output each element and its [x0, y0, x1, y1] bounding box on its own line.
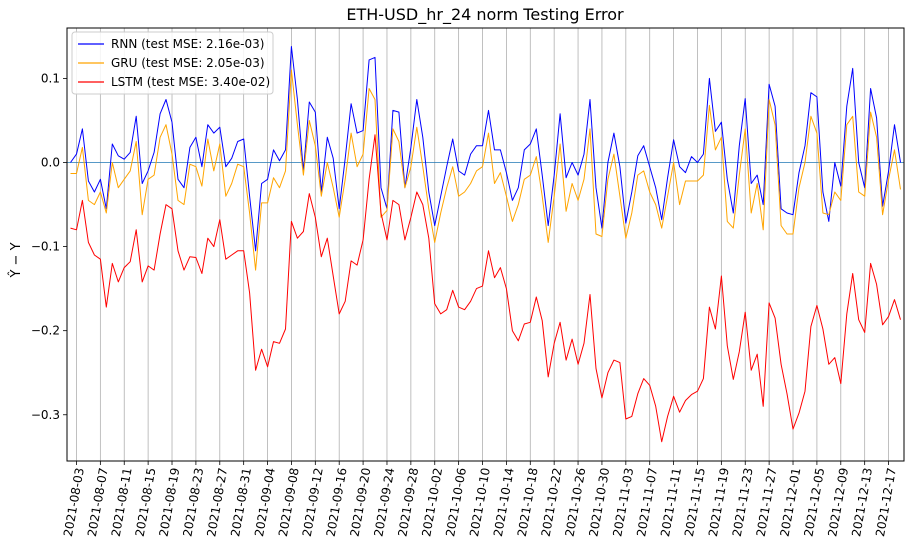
x-tick-label: 2021-10-02: [419, 467, 445, 538]
series-line-rnn: [70, 46, 901, 252]
x-tick-label: 2021-12-17: [873, 467, 899, 538]
series-lines: [70, 46, 901, 443]
x-tick-label: 2021-10-26: [563, 467, 589, 538]
legend-entry: LSTM (test MSE: 3.40e-02): [111, 75, 270, 89]
x-tick-label: 2021-10-14: [491, 467, 517, 538]
x-tick-label: 2021-11-11: [658, 467, 684, 538]
x-tick-label: 2021-09-24: [371, 467, 397, 538]
x-tick-label: 2021-10-30: [586, 467, 612, 538]
plot-frame: [66, 27, 905, 462]
chart-title: ETH-USD_hr_24 norm Testing Error: [346, 5, 624, 25]
y-axis-label: Ŷ − Y: [8, 242, 24, 278]
x-tick-label: 2021-11-03: [610, 467, 636, 538]
legend: RNN (test MSE: 2.16e-03) GRU (test MSE: 2…: [71, 31, 274, 95]
y-tick-label: −0.3: [31, 408, 60, 422]
x-tick-label: 2021-11-07: [634, 467, 660, 538]
x-tick-label: 2021-09-08: [276, 467, 302, 538]
x-tick-label: 2021-12-13: [849, 467, 875, 538]
x-tick-label: 2021-12-05: [801, 467, 827, 538]
x-tick-label: 2021-12-01: [778, 467, 804, 538]
x-tick-label: 2021-08-07: [85, 467, 111, 538]
x-tick-label: 2021-08-03: [61, 467, 87, 538]
x-tick-label: 2021-09-16: [324, 467, 350, 538]
x-tick-label: 2021-08-27: [204, 467, 230, 538]
x-tick-label: 2021-10-22: [539, 467, 565, 538]
x-tick-label: 2021-09-04: [252, 467, 278, 538]
x-tick-label: 2021-11-23: [730, 467, 756, 538]
legend-entry: GRU (test MSE: 2.05e-03): [111, 56, 265, 70]
grid-lines: [76, 28, 889, 461]
x-tick-label: 2021-11-15: [682, 467, 708, 538]
x-tick-label: 2021-09-28: [395, 467, 421, 538]
x-axis: 2021-08-032021-08-072021-08-112021-08-15…: [61, 461, 899, 538]
y-tick-label: −0.1: [31, 240, 60, 254]
x-tick-label: 2021-11-19: [706, 467, 732, 538]
series-line-gru: [70, 69, 901, 271]
x-tick-label: 2021-09-12: [300, 467, 326, 538]
x-tick-label: 2021-08-23: [180, 467, 206, 538]
x-tick-label: 2021-08-31: [228, 467, 254, 538]
x-tick-label: 2021-08-11: [109, 467, 135, 538]
y-tick-label: 0.1: [41, 71, 60, 85]
x-tick-label: 2021-08-15: [133, 467, 159, 538]
series-line-lstm: [70, 134, 901, 443]
y-tick-label: −0.2: [31, 324, 60, 338]
x-tick-label: 2021-12-09: [825, 467, 851, 538]
x-tick-label: 2021-10-18: [515, 467, 541, 538]
legend-box: [71, 31, 274, 95]
x-tick-label: 2021-11-27: [754, 467, 780, 538]
x-tick-label: 2021-09-20: [348, 467, 374, 538]
x-tick-label: 2021-10-06: [443, 467, 469, 538]
y-tick-label: 0.0: [41, 156, 60, 170]
x-tick-label: 2021-08-19: [157, 467, 183, 538]
y-axis: 0.1 0.0 −0.1 −0.2 −0.3: [31, 71, 67, 422]
legend-entry: RNN (test MSE: 2.16e-03): [111, 37, 264, 51]
x-tick-label: 2021-10-10: [467, 467, 493, 538]
